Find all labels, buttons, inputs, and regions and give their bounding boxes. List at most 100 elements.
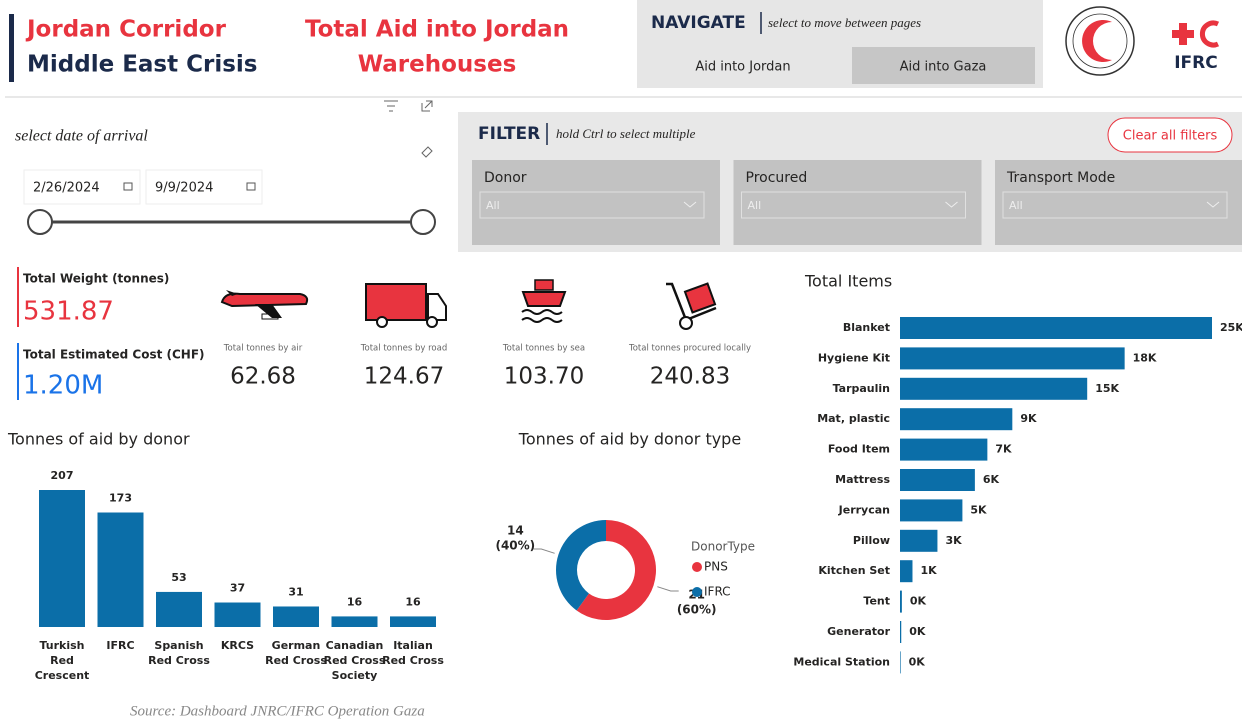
x-tick-label: Italian Red Cross [382,639,444,667]
filter-icon[interactable] [384,100,398,112]
trolley-icon [666,282,717,330]
data-label: 16 [347,595,363,608]
y-tick-label: Pillow [853,534,890,547]
dropdown-panel [472,160,720,245]
subtitle: Middle East Crisis [27,52,257,78]
leader-line [533,548,555,554]
bar [900,560,913,583]
x-tick-label: Canadian Red Cross Society [324,639,386,682]
data-label: 7K [995,443,1012,456]
filter-hint: hold Ctrl to select multiple [556,126,696,141]
y-tick-label: Mat, plastic [817,412,890,425]
dropdown-box[interactable] [741,191,966,219]
bar [156,591,202,627]
slicer-label: select date of arrival [15,128,148,145]
slider-handle[interactable] [410,209,436,235]
eraser-icon[interactable] [421,146,433,158]
legend-marker [692,562,702,572]
chevron[interactable] [1206,201,1220,208]
data-label: 0K [909,625,926,638]
card-value: 62.68 [230,364,296,390]
chart-title: Total Items [804,272,892,291]
y-tick-label: Hygiene Kit [818,351,890,364]
jrc-logo [1065,6,1135,76]
calendar-icon[interactable] [246,182,256,191]
kpi-accent [17,343,19,400]
data-label: 53 [171,571,186,584]
bar [331,616,378,627]
y-tick-label: Tent [863,595,890,608]
card-label: Total tonnes by road [360,344,447,354]
dropdown-panel [733,160,982,245]
nav-button[interactable] [852,47,1035,84]
page-title: Total Aid into Jordan [305,17,569,43]
dropdown-label: Procured [746,170,808,186]
calendar-icon[interactable] [123,182,133,191]
leader-line [657,586,679,592]
dropdown-box[interactable] [1002,191,1228,219]
date-start[interactable]: 2/26/2024 [33,181,100,196]
bar [900,438,988,461]
y-tick-label: Jerrycan [838,503,890,516]
y-tick-label: Blanket [843,321,890,334]
jrc-logo [1072,13,1128,69]
y-tick-label: Tarpaulin [833,382,890,395]
nav-button[interactable] [648,47,838,84]
date-input[interactable] [23,169,141,205]
kpi-value: 531.87 [23,297,114,327]
chart-title: Tonnes of aid by donor [7,430,190,449]
card-value: 240.83 [650,364,730,390]
data-label: 37 [230,582,245,595]
donut-slice [556,520,606,611]
chevron[interactable] [945,201,958,208]
date-end[interactable]: 9/9/2024 [155,181,213,196]
slider-handle[interactable] [27,209,53,235]
data-label: 5K [970,503,987,516]
bar [390,616,436,627]
filter-heading: FILTER [478,124,540,144]
data-label: 6K [983,473,1000,486]
card-label: Total tonnes by sea [502,344,585,354]
bar [900,529,938,552]
nav-button-label[interactable]: Aid into Jordan [695,60,790,75]
y-tick-label: Medical Station [793,655,890,668]
chevron[interactable] [683,201,697,208]
dropdown-box[interactable] [479,191,705,219]
bar [214,602,261,627]
header-bar [9,14,14,82]
focus-icon[interactable] [421,100,433,112]
source: Source: Dashboard JNRC/IFRC Operation Ga… [130,703,425,719]
dropdown-label: Transport Mode [1006,170,1115,186]
page-title: Warehouses [358,52,517,78]
ship-icon [521,279,567,323]
ifrc-logo-text: IFRC [1174,53,1218,73]
kpi-label: Total Weight (tonnes) [23,272,169,286]
chart-title: Tonnes of aid by donor type [518,430,741,449]
bar [900,317,1212,339]
data-label: 16 [405,595,421,608]
clear-filters-label[interactable]: Clear all filters [1123,129,1218,144]
legend-label: IFRC [704,585,731,599]
ifrc-cross [1179,23,1187,45]
data-label: 31 [288,585,303,598]
x-tick-label: Turkish Red Crescent [35,639,90,682]
y-tick-label: Food Item [828,443,890,456]
date-input[interactable] [145,169,263,205]
ifrc-crescent [1199,20,1220,48]
dropdown-value[interactable]: All [1009,199,1023,212]
x-tick-label: KRCS [221,639,254,652]
clear-filters-button[interactable] [1107,117,1233,153]
dropdown-value[interactable]: All [748,199,762,212]
bar [900,621,902,643]
legend-label: PNS [704,560,728,574]
data-label: 0K [910,595,927,608]
dropdown-value[interactable]: All [486,199,500,212]
x-tick-label: IFRC [106,639,134,652]
bar [900,499,963,522]
data-label: 1K [920,564,937,577]
nav-button-label[interactable]: Aid into Gaza [900,60,987,75]
legend-title: DonorType [691,540,755,554]
dropdown-label: Donor [484,170,527,186]
